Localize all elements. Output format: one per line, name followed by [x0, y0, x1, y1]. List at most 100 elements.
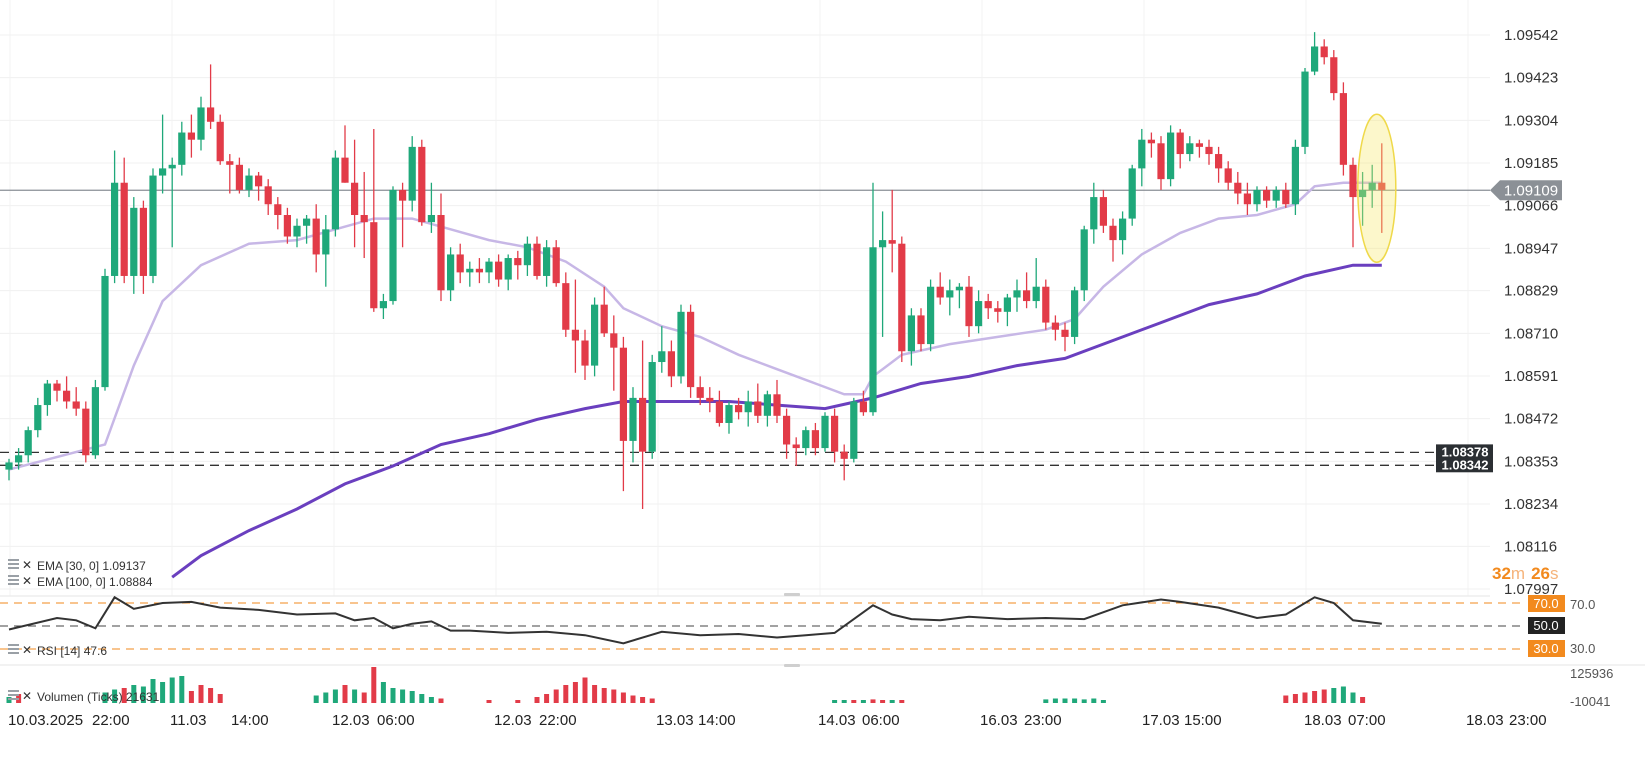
level-tag-1-box	[1436, 444, 1493, 460]
legend-rsi[interactable]: ✕ RSI [14] 47.6	[8, 643, 107, 658]
candle-body	[293, 225, 301, 237]
candle-body	[1320, 46, 1328, 58]
candle-body	[773, 394, 781, 416]
candle-body	[955, 286, 963, 291]
candle-body	[111, 182, 119, 276]
candle-down	[274, 197, 282, 230]
candle-body	[543, 247, 551, 276]
legend-volume[interactable]: ✕ Volumen (Ticks) 21631	[8, 689, 160, 704]
candle-up	[322, 215, 330, 287]
candle-up	[159, 114, 167, 194]
candle-down	[264, 179, 272, 216]
volume-bar	[1043, 699, 1049, 703]
volume-bar	[1302, 692, 1308, 703]
candle-body	[658, 351, 666, 363]
price-grid	[0, 0, 1490, 596]
candle-body	[725, 405, 733, 423]
candle-down	[1263, 186, 1271, 208]
volume-bar	[419, 694, 425, 703]
candle-up	[763, 390, 771, 427]
volume-bar	[572, 682, 578, 703]
candle-up	[1368, 164, 1376, 208]
candle-down	[341, 125, 349, 183]
close-icon[interactable]: ✕	[22, 558, 32, 572]
volume-bar	[188, 691, 194, 703]
candle-up	[466, 261, 474, 287]
candle-body	[283, 215, 291, 237]
candle-down	[1195, 139, 1203, 158]
volume-bar	[208, 688, 214, 703]
candle-up	[43, 379, 51, 416]
candle-body	[168, 164, 176, 169]
candle-down	[994, 301, 1002, 323]
candle-up	[946, 279, 954, 316]
x-tick-label: 23:00	[1024, 712, 1062, 729]
close-icon[interactable]: ✕	[22, 643, 32, 657]
candle-body	[264, 186, 272, 205]
candle-body	[1205, 146, 1213, 155]
volume-bar	[1292, 694, 1298, 703]
x-tick-label: 12.03	[332, 712, 370, 729]
candle-body	[888, 240, 896, 244]
candle-down	[63, 376, 71, 409]
price-axis[interactable]: 1.09542 1.09423 1.09304 1.09185 1.09066 1.089…	[1504, 27, 1558, 598]
candle-down	[773, 379, 781, 423]
candle-body	[975, 301, 983, 327]
candle-body	[821, 415, 829, 449]
candle-body	[255, 175, 263, 187]
candle-body	[1186, 143, 1194, 155]
volume-bar	[361, 692, 367, 703]
close-icon[interactable]: ✕	[22, 574, 32, 588]
candle-up	[1090, 182, 1098, 244]
list-icon[interactable]	[8, 644, 19, 654]
list-icon[interactable]	[8, 690, 19, 700]
level-tag-1: 1.08378	[1436, 444, 1493, 460]
list-icon[interactable]	[8, 575, 19, 585]
legend-ema30[interactable]: ✕ EMA [30, 0] 1.09137	[8, 558, 146, 573]
candle-up	[648, 354, 656, 459]
rsi-upper-tag-text: 70.0	[1533, 596, 1558, 611]
candle-body	[312, 218, 320, 255]
candle-body	[1147, 139, 1155, 144]
candle-body	[715, 401, 723, 423]
candle-down	[1109, 218, 1117, 262]
candle-up	[1253, 186, 1261, 212]
candle-down	[687, 304, 695, 398]
candle-down	[888, 189, 896, 273]
candle-down	[1224, 161, 1232, 190]
candle-up	[1167, 125, 1175, 187]
candle-body	[667, 351, 675, 377]
candle-body	[1253, 189, 1261, 205]
pane-resize-handle[interactable]	[784, 593, 800, 596]
candle-body	[1119, 218, 1127, 241]
candle-body	[245, 175, 253, 190]
volume-bar	[352, 689, 358, 703]
candle-body	[130, 207, 138, 276]
candle-down	[53, 379, 61, 402]
candle-body	[879, 240, 887, 248]
candle-body	[63, 390, 71, 402]
timer-minutes: 32	[1492, 564, 1511, 583]
candle-up	[1186, 136, 1194, 162]
volume-bar	[198, 685, 204, 703]
current-price-tag-shape	[1490, 180, 1562, 201]
candle-body	[1378, 182, 1386, 190]
candle-body	[91, 387, 99, 456]
candle-down	[456, 243, 464, 284]
candle-body	[1167, 132, 1175, 180]
legend-ema100[interactable]: ✕ EMA [100, 0] 1.08884	[8, 574, 153, 589]
candle-down	[1205, 139, 1213, 165]
candle-down	[600, 286, 608, 337]
candle-down	[783, 408, 791, 459]
candle-body	[1330, 57, 1338, 94]
candle-down	[120, 157, 128, 284]
pane-resize-handle[interactable]	[784, 664, 800, 667]
time-axis[interactable]: 10.03.2025 22:00 11.03 14:00 12.03 06:00 12.03…	[8, 712, 1547, 729]
volume-bar	[400, 689, 406, 703]
legend-rsi-text: RSI [14] 47.6	[37, 644, 107, 658]
candle-body	[946, 290, 954, 298]
close-icon[interactable]: ✕	[22, 689, 32, 703]
list-icon[interactable]	[8, 559, 19, 569]
candle-body	[15, 455, 23, 463]
